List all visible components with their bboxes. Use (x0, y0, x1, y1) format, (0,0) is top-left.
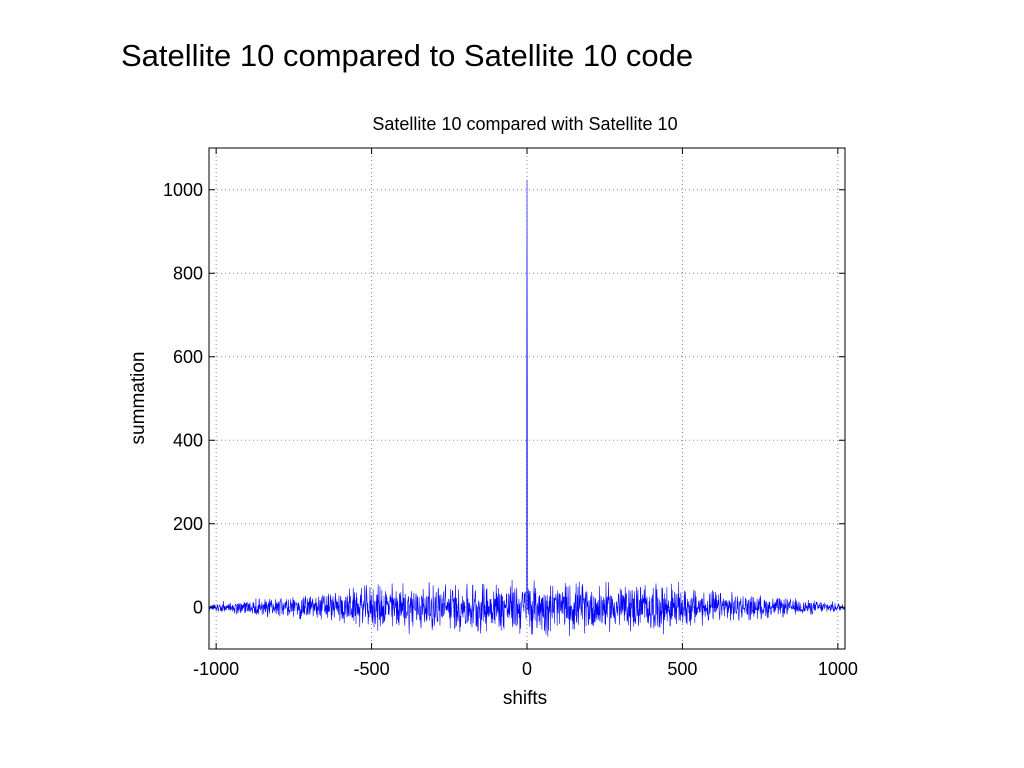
x-axis-label: shifts (503, 688, 547, 709)
x-tick-label: 500 (667, 659, 697, 679)
y-tick-label: 1000 (163, 180, 203, 200)
y-tick-label: 0 (193, 597, 203, 617)
series-layer (208, 180, 846, 637)
y-tick-label: 200 (173, 514, 203, 534)
y-tick-label: 600 (173, 347, 203, 367)
ticks: -1000 -500 0 500 1000 0 200 400 600 800 1000 (163, 148, 858, 679)
x-tick-label: -1000 (193, 659, 239, 679)
chart-title: Satellite 10 compared with Satellite 10 (372, 114, 677, 134)
y-tick-label: 800 (173, 263, 203, 283)
x-tick-label: -500 (354, 659, 390, 679)
x-tick-label: 1000 (818, 659, 858, 679)
slide-title: Satellite 10 compared to Satellite 10 co… (121, 38, 694, 73)
x-tick-label: 0 (522, 659, 532, 679)
series-line (208, 180, 846, 637)
y-axis-label: summation (128, 352, 149, 445)
y-tick-label: 400 (173, 430, 203, 450)
